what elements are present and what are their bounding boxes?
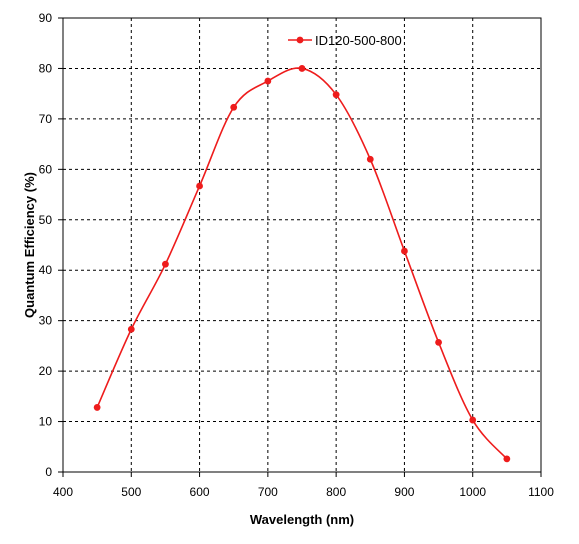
data-point bbox=[230, 103, 238, 111]
legend-label: ID120-500-800 bbox=[315, 33, 402, 48]
x-tick-labels: 400 500 600 700 800 900 1000 1100 bbox=[53, 485, 554, 499]
legend: ID120-500-800 bbox=[288, 33, 402, 48]
data-points bbox=[93, 65, 511, 463]
x-tick-label: 1000 bbox=[459, 485, 486, 499]
y-tick-label: 40 bbox=[39, 263, 53, 277]
y-tick-label: 80 bbox=[39, 61, 53, 75]
y-tick-label: 0 bbox=[45, 465, 52, 479]
data-point bbox=[401, 247, 408, 255]
y-tick-label: 70 bbox=[39, 112, 53, 126]
y-tick-label: 10 bbox=[39, 415, 53, 429]
x-tick-label: 800 bbox=[326, 485, 346, 499]
data-point bbox=[366, 155, 374, 163]
data-point bbox=[162, 260, 169, 268]
x-tick-label: 400 bbox=[53, 485, 73, 499]
x-tick-label: 1100 bbox=[528, 485, 554, 499]
y-tick-label: 30 bbox=[39, 314, 53, 328]
x-tick-label: 900 bbox=[394, 485, 414, 499]
plot-frame bbox=[62, 17, 542, 473]
y-tick-label: 90 bbox=[39, 11, 53, 25]
grid-lines bbox=[63, 18, 541, 472]
data-point bbox=[298, 65, 306, 72]
y-tick-label: 60 bbox=[39, 162, 53, 176]
data-point bbox=[93, 404, 101, 411]
y-tick-labels: 0 10 20 30 40 50 60 70 80 90 bbox=[39, 11, 53, 479]
data-point bbox=[264, 77, 272, 85]
y-tick-label: 50 bbox=[39, 213, 53, 227]
data-point bbox=[127, 325, 135, 333]
y-tick-label: 20 bbox=[39, 364, 53, 378]
data-point bbox=[332, 91, 340, 99]
y-axis-title: Quantum Efficiency (%) bbox=[22, 172, 37, 318]
series-line bbox=[96, 67, 508, 460]
data-point bbox=[469, 416, 477, 424]
x-tick-label: 500 bbox=[121, 485, 141, 499]
legend-marker bbox=[296, 36, 304, 44]
data-point bbox=[435, 338, 442, 346]
x-tick-label: 600 bbox=[190, 485, 210, 499]
x-tick-label: 700 bbox=[258, 485, 278, 499]
axis-ticks bbox=[58, 17, 542, 477]
data-point bbox=[503, 455, 511, 463]
data-point bbox=[196, 182, 203, 190]
x-axis-title: Wavelength (nm) bbox=[250, 512, 354, 527]
